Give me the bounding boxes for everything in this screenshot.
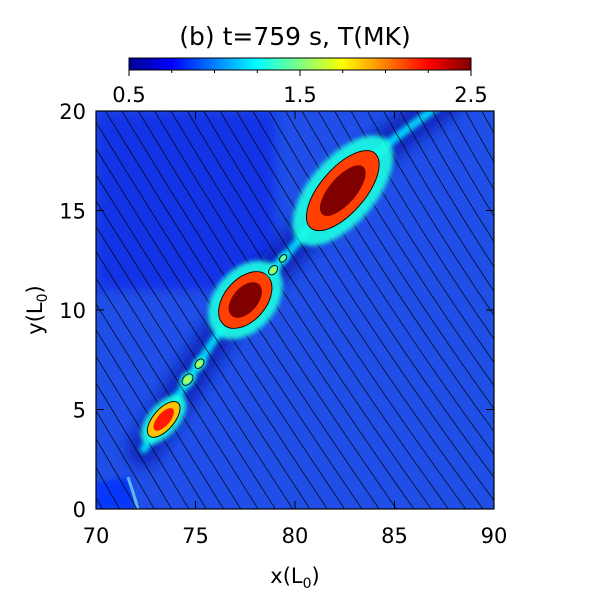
field-line	[334, 111, 494, 364]
field-line	[399, 111, 494, 268]
plasmoid-core	[319, 165, 366, 216]
plasmoid-core	[184, 375, 191, 384]
field-line	[464, 111, 494, 163]
plasmoid-contour	[218, 271, 273, 329]
field-line	[415, 111, 494, 243]
plasmoid-core	[153, 408, 174, 431]
colorbar-gradient	[128, 57, 472, 71]
plasmoid	[207, 260, 283, 340]
field-line	[96, 329, 207, 509]
y-axis-title: y(L0)	[23, 285, 51, 334]
field-line	[96, 355, 190, 509]
x-tick-label: 70	[83, 524, 110, 548]
colorbar: 0.5 1.5 2.5	[112, 57, 488, 107]
field-line	[494, 71, 590, 529]
field-line	[235, 111, 494, 502]
field-line	[219, 111, 484, 509]
y-axis-title-subscript: 0	[35, 293, 51, 302]
field-line	[432, 111, 494, 217]
field-line	[96, 437, 138, 509]
x-tick-label: 90	[481, 524, 508, 548]
field-line	[170, 111, 432, 509]
y-tick-label: 15	[59, 200, 86, 224]
field-line	[301, 111, 494, 410]
x-tick-label: 80	[282, 524, 309, 548]
field-line	[268, 111, 494, 456]
colorbar-tick-label: 2.5	[454, 83, 487, 107]
field-line	[96, 409, 155, 509]
plasmoid-contour	[305, 150, 380, 232]
field-line	[317, 111, 494, 387]
x-tick-label: 85	[381, 524, 408, 548]
plasmoid-contour	[181, 373, 194, 386]
warm-background-region	[96, 111, 276, 291]
field-line	[383, 111, 494, 293]
y-axis: 0 5 10 15 20	[59, 100, 494, 522]
plasmoid	[193, 357, 206, 371]
plasmoid	[266, 263, 280, 277]
colorbar-tick-label: 0.5	[112, 83, 145, 107]
field-line	[448, 111, 494, 191]
y-tick-label: 5	[73, 399, 86, 423]
y-tick-label: 10	[59, 299, 86, 323]
corner-edge	[126, 476, 140, 509]
x-axis-title: x(L0)	[270, 564, 319, 590]
field-line	[285, 111, 494, 433]
field-line	[96, 174, 311, 509]
field-line	[96, 303, 224, 509]
x-axis: 70 75 80 85 90	[83, 111, 508, 548]
plasmoid	[141, 394, 187, 445]
plasmoid-core	[228, 282, 262, 318]
colorbar-tick-label: 1.5	[283, 83, 316, 107]
plasmoid-layer	[141, 135, 394, 445]
field-line	[203, 111, 467, 509]
plasmoid-contour	[268, 264, 279, 276]
plasmoid-contour	[146, 401, 181, 438]
y-tick-label: 0	[73, 498, 86, 522]
field-line	[252, 111, 494, 479]
plasmoid-core	[270, 267, 276, 274]
x-axis-title-subscript: 0	[303, 576, 312, 590]
plasmoid	[277, 252, 289, 264]
field-line	[96, 382, 173, 509]
plasmoid	[179, 371, 196, 388]
chart-title: (b) t=759 s, T(MK)	[179, 22, 410, 51]
field-line	[96, 147, 328, 509]
field-line	[96, 199, 294, 509]
field-line	[96, 225, 276, 509]
y-tick-label: 20	[59, 100, 86, 124]
plasmoid-core	[196, 360, 203, 367]
field-line	[96, 251, 259, 509]
colorbar-ticks: 0.5 1.5 2.5	[112, 70, 488, 107]
field-line	[186, 111, 449, 509]
plasmoid	[292, 135, 394, 246]
field-line	[96, 277, 242, 509]
plot-area	[96, 71, 590, 529]
plasmoid-contour	[279, 254, 288, 263]
plasmoid-contour	[194, 358, 205, 369]
x-tick-label: 75	[182, 524, 209, 548]
